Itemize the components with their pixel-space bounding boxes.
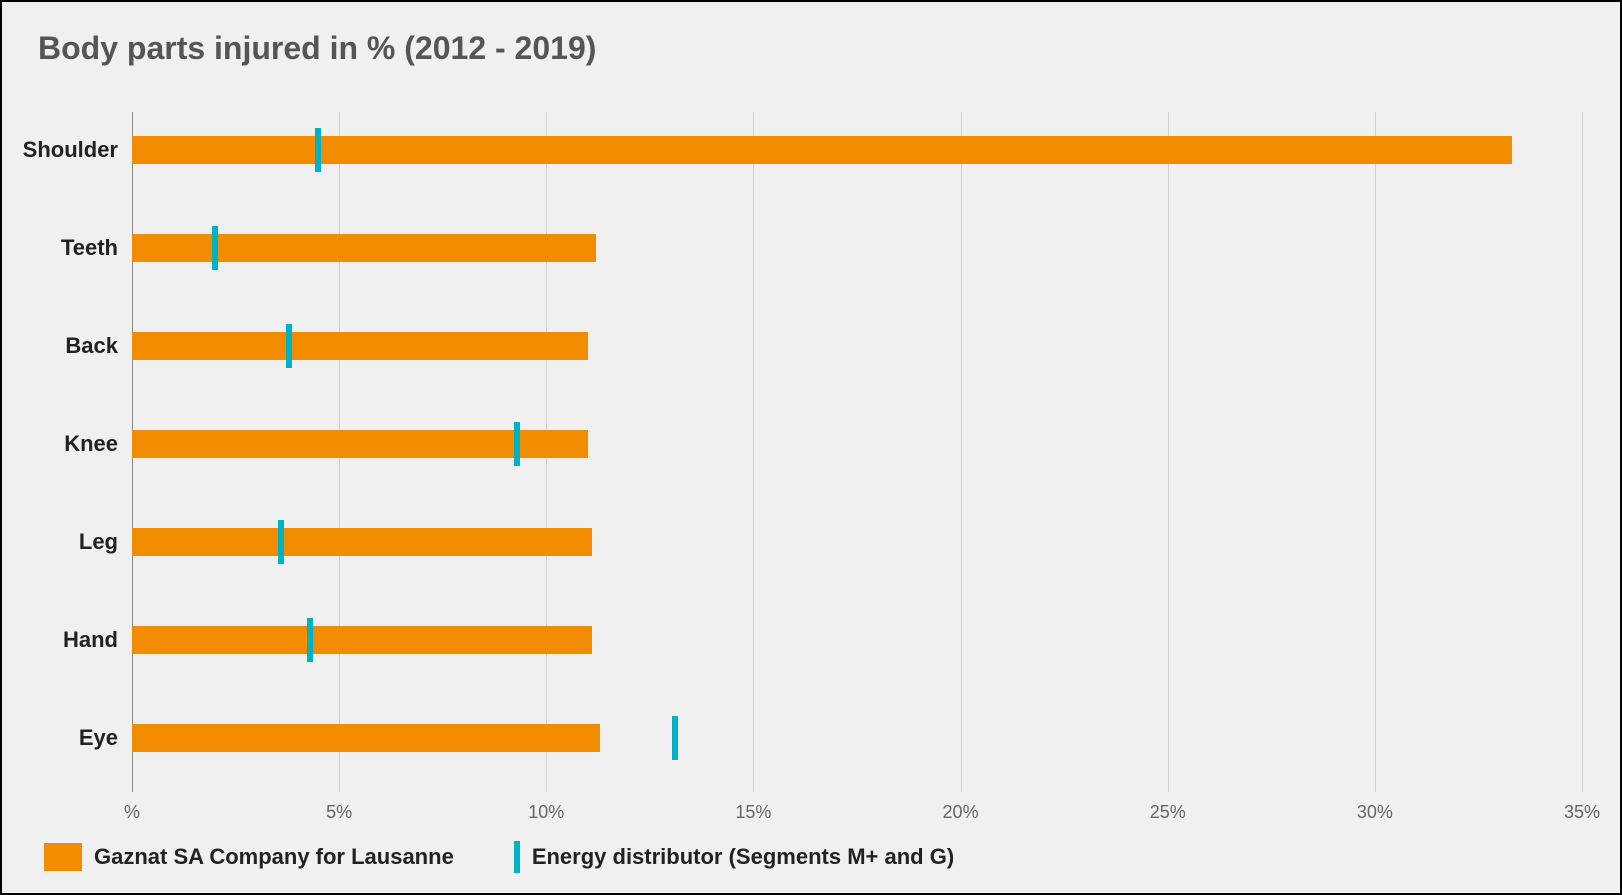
series-bar (132, 332, 588, 360)
legend-label: Energy distributor (Segments M+ and G) (532, 844, 954, 870)
y-category-label: Knee (64, 431, 118, 457)
series-bar (132, 234, 596, 262)
x-tick-label: % (124, 802, 140, 823)
series-marker (212, 226, 218, 270)
x-tick-label: 10% (528, 802, 564, 823)
y-category-label: Leg (79, 529, 118, 555)
chart-row: Knee (132, 424, 1582, 464)
chart-row: Back (132, 326, 1582, 366)
gridline (1582, 112, 1583, 792)
series-bar (132, 724, 600, 752)
y-category-label: Back (65, 333, 118, 359)
series-marker (278, 520, 284, 564)
legend-item: Gaznat SA Company for Lausanne (44, 843, 454, 871)
series-bar (132, 136, 1512, 164)
legend: Gaznat SA Company for Lausanne Energy dis… (44, 841, 954, 873)
y-category-label: Hand (63, 627, 118, 653)
chart-row: Shoulder (132, 130, 1582, 170)
x-tick-label: 5% (326, 802, 352, 823)
chart-row: Hand (132, 620, 1582, 660)
series-marker (286, 324, 292, 368)
legend-label: Gaznat SA Company for Lausanne (94, 844, 454, 870)
chart-row: Eye (132, 718, 1582, 758)
chart-plot-area: %5%10%15%20%25%30%35%ShoulderTeethBackKn… (132, 112, 1582, 792)
chart-row: Teeth (132, 228, 1582, 268)
x-tick-label: 15% (735, 802, 771, 823)
x-tick-label: 30% (1357, 802, 1393, 823)
chart-title: Body parts injured in % (2012 - 2019) (2, 2, 1620, 67)
x-tick-label: 35% (1564, 802, 1600, 823)
x-tick-label: 20% (943, 802, 979, 823)
chart-row: Leg (132, 522, 1582, 562)
plot-region: %5%10%15%20%25%30%35%ShoulderTeethBackKn… (132, 112, 1582, 792)
legend-swatch-bar (44, 843, 82, 871)
series-marker (315, 128, 321, 172)
series-marker (514, 422, 520, 466)
y-category-label: Shoulder (23, 137, 118, 163)
x-tick-label: 25% (1150, 802, 1186, 823)
series-bar (132, 626, 592, 654)
series-marker (307, 618, 313, 662)
series-marker (672, 716, 678, 760)
series-bar (132, 528, 592, 556)
y-category-label: Eye (79, 725, 118, 751)
y-category-label: Teeth (61, 235, 118, 261)
legend-swatch-marker (514, 841, 520, 873)
legend-item: Energy distributor (Segments M+ and G) (514, 841, 954, 873)
